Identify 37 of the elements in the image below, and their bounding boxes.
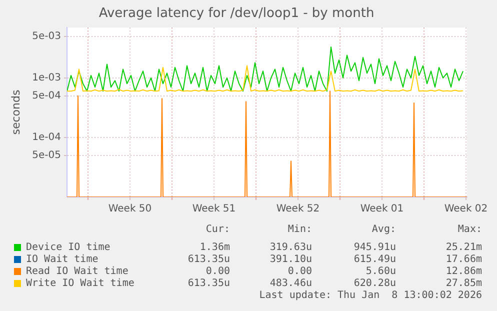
text: 5.60u [366,266,396,277]
x-tick-label: Week 52 [276,204,320,215]
y-tick-label: 1e-03 [32,72,61,84]
legend-label: IO Wait time [26,254,98,265]
text: 12.86m [446,266,482,277]
text: 483.46u [270,278,312,289]
x-tick-label: Week 51 [192,204,236,215]
text: 615.49u [354,254,396,265]
y-tick-label: 1e-04 [32,132,61,144]
text: 391.10u [270,254,312,265]
text: Last update: Thu Jan 8 13:00:02 2026 [259,290,482,301]
text: Max: [458,224,482,235]
text: 620.28u [354,278,396,289]
text: 17.66m [446,254,482,265]
x-tick-label: Week 02 [444,204,488,215]
text: Cur: [206,224,230,235]
text: 319.63u [270,242,312,253]
text: 613.35u [188,254,230,265]
text: Avg: [372,224,396,235]
text: 27.85m [446,278,482,289]
x-tick-label: Week 01 [360,204,404,215]
text: 0.00 [206,266,230,277]
text: 0.00 [288,266,312,277]
text: 1.36m [200,242,230,253]
text: Min: [288,224,312,235]
text: 25.21m [446,242,482,253]
legend-label: Write IO Wait time [26,278,134,289]
chart-title: Average latency for /dev/loop1 - by month [98,6,374,22]
legend-label: Device IO time [26,242,110,253]
y-tick-label: 5e-05 [32,150,61,161]
y-tick-label: 5e-04 [32,90,61,102]
y-axis-title: seconds [9,90,22,135]
legend-label: Read IO Wait time [26,266,128,277]
text: 945.91u [354,242,396,253]
x-tick-label: Week 50 [108,204,152,215]
y-tick-label: 5e-03 [32,30,61,42]
text: 613.35u [188,278,230,289]
